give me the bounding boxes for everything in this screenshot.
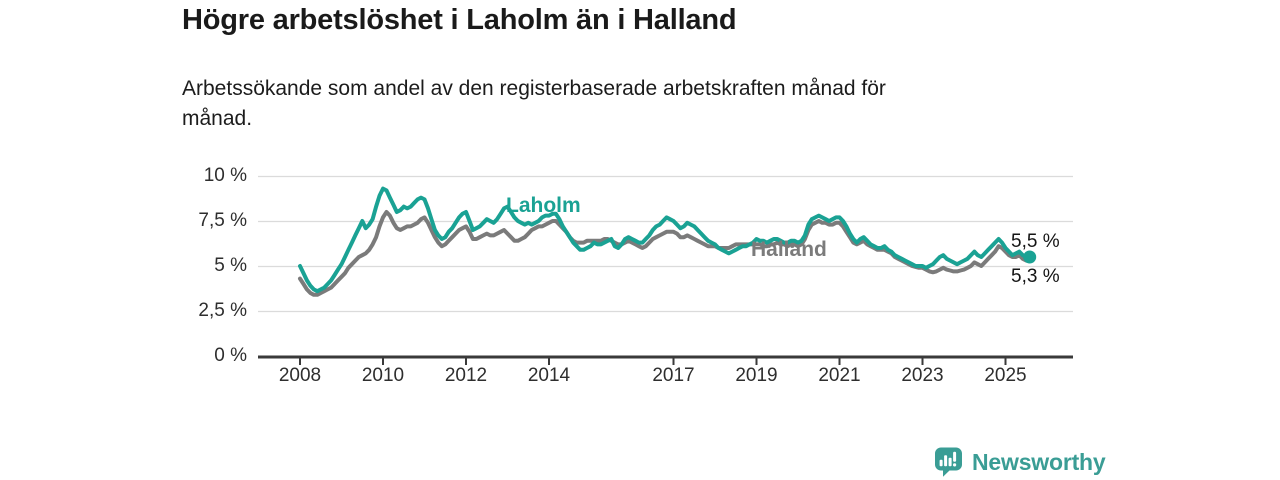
x-axis-label-2019: 2019 [735,365,778,386]
series-label-halland: Halland [751,238,827,261]
line-laholm [298,186,1032,294]
x-axis-label-2010: 2010 [361,365,405,386]
series-label-laholm: Laholm [506,194,581,217]
end-value-label-halland: 5,3 % [1011,266,1060,287]
x-axis-label-2014: 2014 [527,365,571,386]
y-axis-label-7,5 %: 7,5 % [198,210,247,231]
end-value-label-laholm: 5,5 % [1011,231,1060,252]
x-axis-label-2023: 2023 [901,365,944,386]
y-axis-label-0 %: 0 % [214,345,247,366]
y-axis-label-5 %: 5 % [214,255,247,276]
x-axis-label-2025: 2025 [984,365,1027,386]
bar-chart-speech-bubble-icon [935,447,962,477]
y-axis-label-2,5 %: 2,5 % [198,300,247,321]
x-axis-label-2012: 2012 [444,365,488,386]
x-axis-label-2008: 2008 [278,365,322,386]
brand-name: Newsworthy [972,448,1106,475]
chart-title: Högre arbetslöshet i Laholm än i Halland [182,4,737,36]
x-axis-label-2021: 2021 [818,365,861,386]
chart-subtitle: Arbetssökande som andel av den registerb… [182,77,886,130]
line-halland [298,210,1032,297]
y-axis-label-10 %: 10 % [203,165,247,186]
end-dot-laholm [1023,250,1037,264]
newsworthy-logo: Newsworthy [934,446,1106,478]
x-axis-label-2017: 2017 [652,365,695,386]
